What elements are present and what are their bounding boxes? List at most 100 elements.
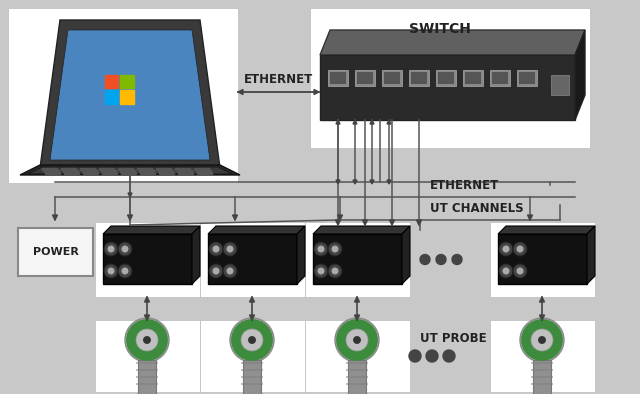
- Polygon shape: [20, 165, 240, 175]
- Bar: [531, 369, 553, 371]
- Bar: [175, 168, 190, 170]
- Circle shape: [335, 318, 379, 362]
- Circle shape: [328, 242, 342, 256]
- Circle shape: [516, 245, 524, 253]
- Circle shape: [108, 268, 115, 275]
- Polygon shape: [540, 315, 545, 320]
- Circle shape: [227, 245, 234, 253]
- Bar: [99, 168, 114, 170]
- Text: UT PROBE: UT PROBE: [420, 332, 486, 345]
- Circle shape: [513, 242, 527, 256]
- Bar: [346, 383, 368, 385]
- Bar: [177, 170, 191, 172]
- Bar: [305, 320, 410, 392]
- Circle shape: [223, 264, 237, 278]
- Polygon shape: [587, 226, 595, 284]
- Bar: [411, 72, 427, 84]
- Circle shape: [499, 264, 513, 278]
- Circle shape: [332, 245, 339, 253]
- Bar: [121, 173, 136, 174]
- Circle shape: [118, 242, 132, 256]
- Polygon shape: [353, 120, 357, 124]
- Bar: [305, 222, 410, 297]
- Circle shape: [353, 336, 361, 344]
- Bar: [313, 234, 402, 284]
- Polygon shape: [127, 215, 132, 220]
- Bar: [519, 72, 535, 84]
- Bar: [197, 173, 212, 174]
- Bar: [100, 170, 115, 172]
- Polygon shape: [320, 55, 575, 120]
- Circle shape: [443, 350, 455, 362]
- Bar: [531, 362, 553, 364]
- Circle shape: [317, 268, 324, 275]
- Bar: [18, 228, 93, 276]
- Circle shape: [452, 255, 462, 264]
- Bar: [241, 369, 263, 371]
- Bar: [137, 168, 152, 170]
- Bar: [384, 72, 400, 84]
- Bar: [357, 72, 373, 84]
- Polygon shape: [498, 226, 595, 234]
- Circle shape: [108, 245, 115, 253]
- Circle shape: [223, 242, 237, 256]
- Polygon shape: [145, 315, 150, 320]
- Bar: [138, 360, 156, 394]
- Bar: [136, 383, 158, 385]
- Polygon shape: [28, 167, 232, 174]
- Bar: [63, 170, 77, 172]
- Circle shape: [426, 350, 438, 362]
- Bar: [156, 168, 171, 170]
- Circle shape: [136, 329, 158, 351]
- Polygon shape: [238, 89, 243, 95]
- Bar: [64, 173, 79, 174]
- Circle shape: [118, 264, 132, 278]
- Bar: [200, 320, 305, 392]
- Bar: [328, 70, 348, 86]
- Circle shape: [209, 264, 223, 278]
- Circle shape: [122, 268, 129, 275]
- Circle shape: [332, 268, 339, 275]
- Bar: [44, 170, 58, 172]
- Polygon shape: [370, 120, 374, 124]
- Bar: [105, 75, 118, 88]
- Text: ETHERNET: ETHERNET: [244, 73, 313, 86]
- Circle shape: [104, 264, 118, 278]
- Text: POWER: POWER: [33, 247, 79, 257]
- Bar: [136, 369, 158, 371]
- Text: UT CHANNELS: UT CHANNELS: [430, 201, 524, 214]
- Bar: [195, 170, 211, 172]
- Bar: [330, 72, 346, 84]
- Circle shape: [513, 264, 527, 278]
- Polygon shape: [40, 20, 220, 168]
- Circle shape: [436, 255, 446, 264]
- Bar: [105, 90, 118, 104]
- Polygon shape: [192, 226, 200, 284]
- Polygon shape: [575, 30, 585, 120]
- Bar: [438, 72, 454, 84]
- Polygon shape: [128, 193, 132, 197]
- Bar: [382, 70, 402, 86]
- Circle shape: [104, 242, 118, 256]
- Circle shape: [227, 268, 234, 275]
- Circle shape: [248, 336, 256, 344]
- Polygon shape: [297, 226, 305, 284]
- Polygon shape: [208, 226, 305, 234]
- Bar: [310, 8, 590, 148]
- Polygon shape: [337, 215, 342, 220]
- Bar: [120, 90, 134, 104]
- Bar: [159, 173, 174, 174]
- Bar: [531, 383, 553, 385]
- Circle shape: [212, 268, 220, 275]
- Bar: [355, 70, 375, 86]
- Bar: [241, 362, 263, 364]
- Bar: [346, 369, 368, 371]
- Bar: [102, 173, 117, 174]
- Polygon shape: [370, 180, 374, 184]
- Bar: [346, 376, 368, 378]
- Bar: [200, 222, 305, 297]
- Circle shape: [346, 329, 368, 351]
- Bar: [551, 75, 569, 95]
- Bar: [157, 170, 173, 172]
- Circle shape: [531, 329, 553, 351]
